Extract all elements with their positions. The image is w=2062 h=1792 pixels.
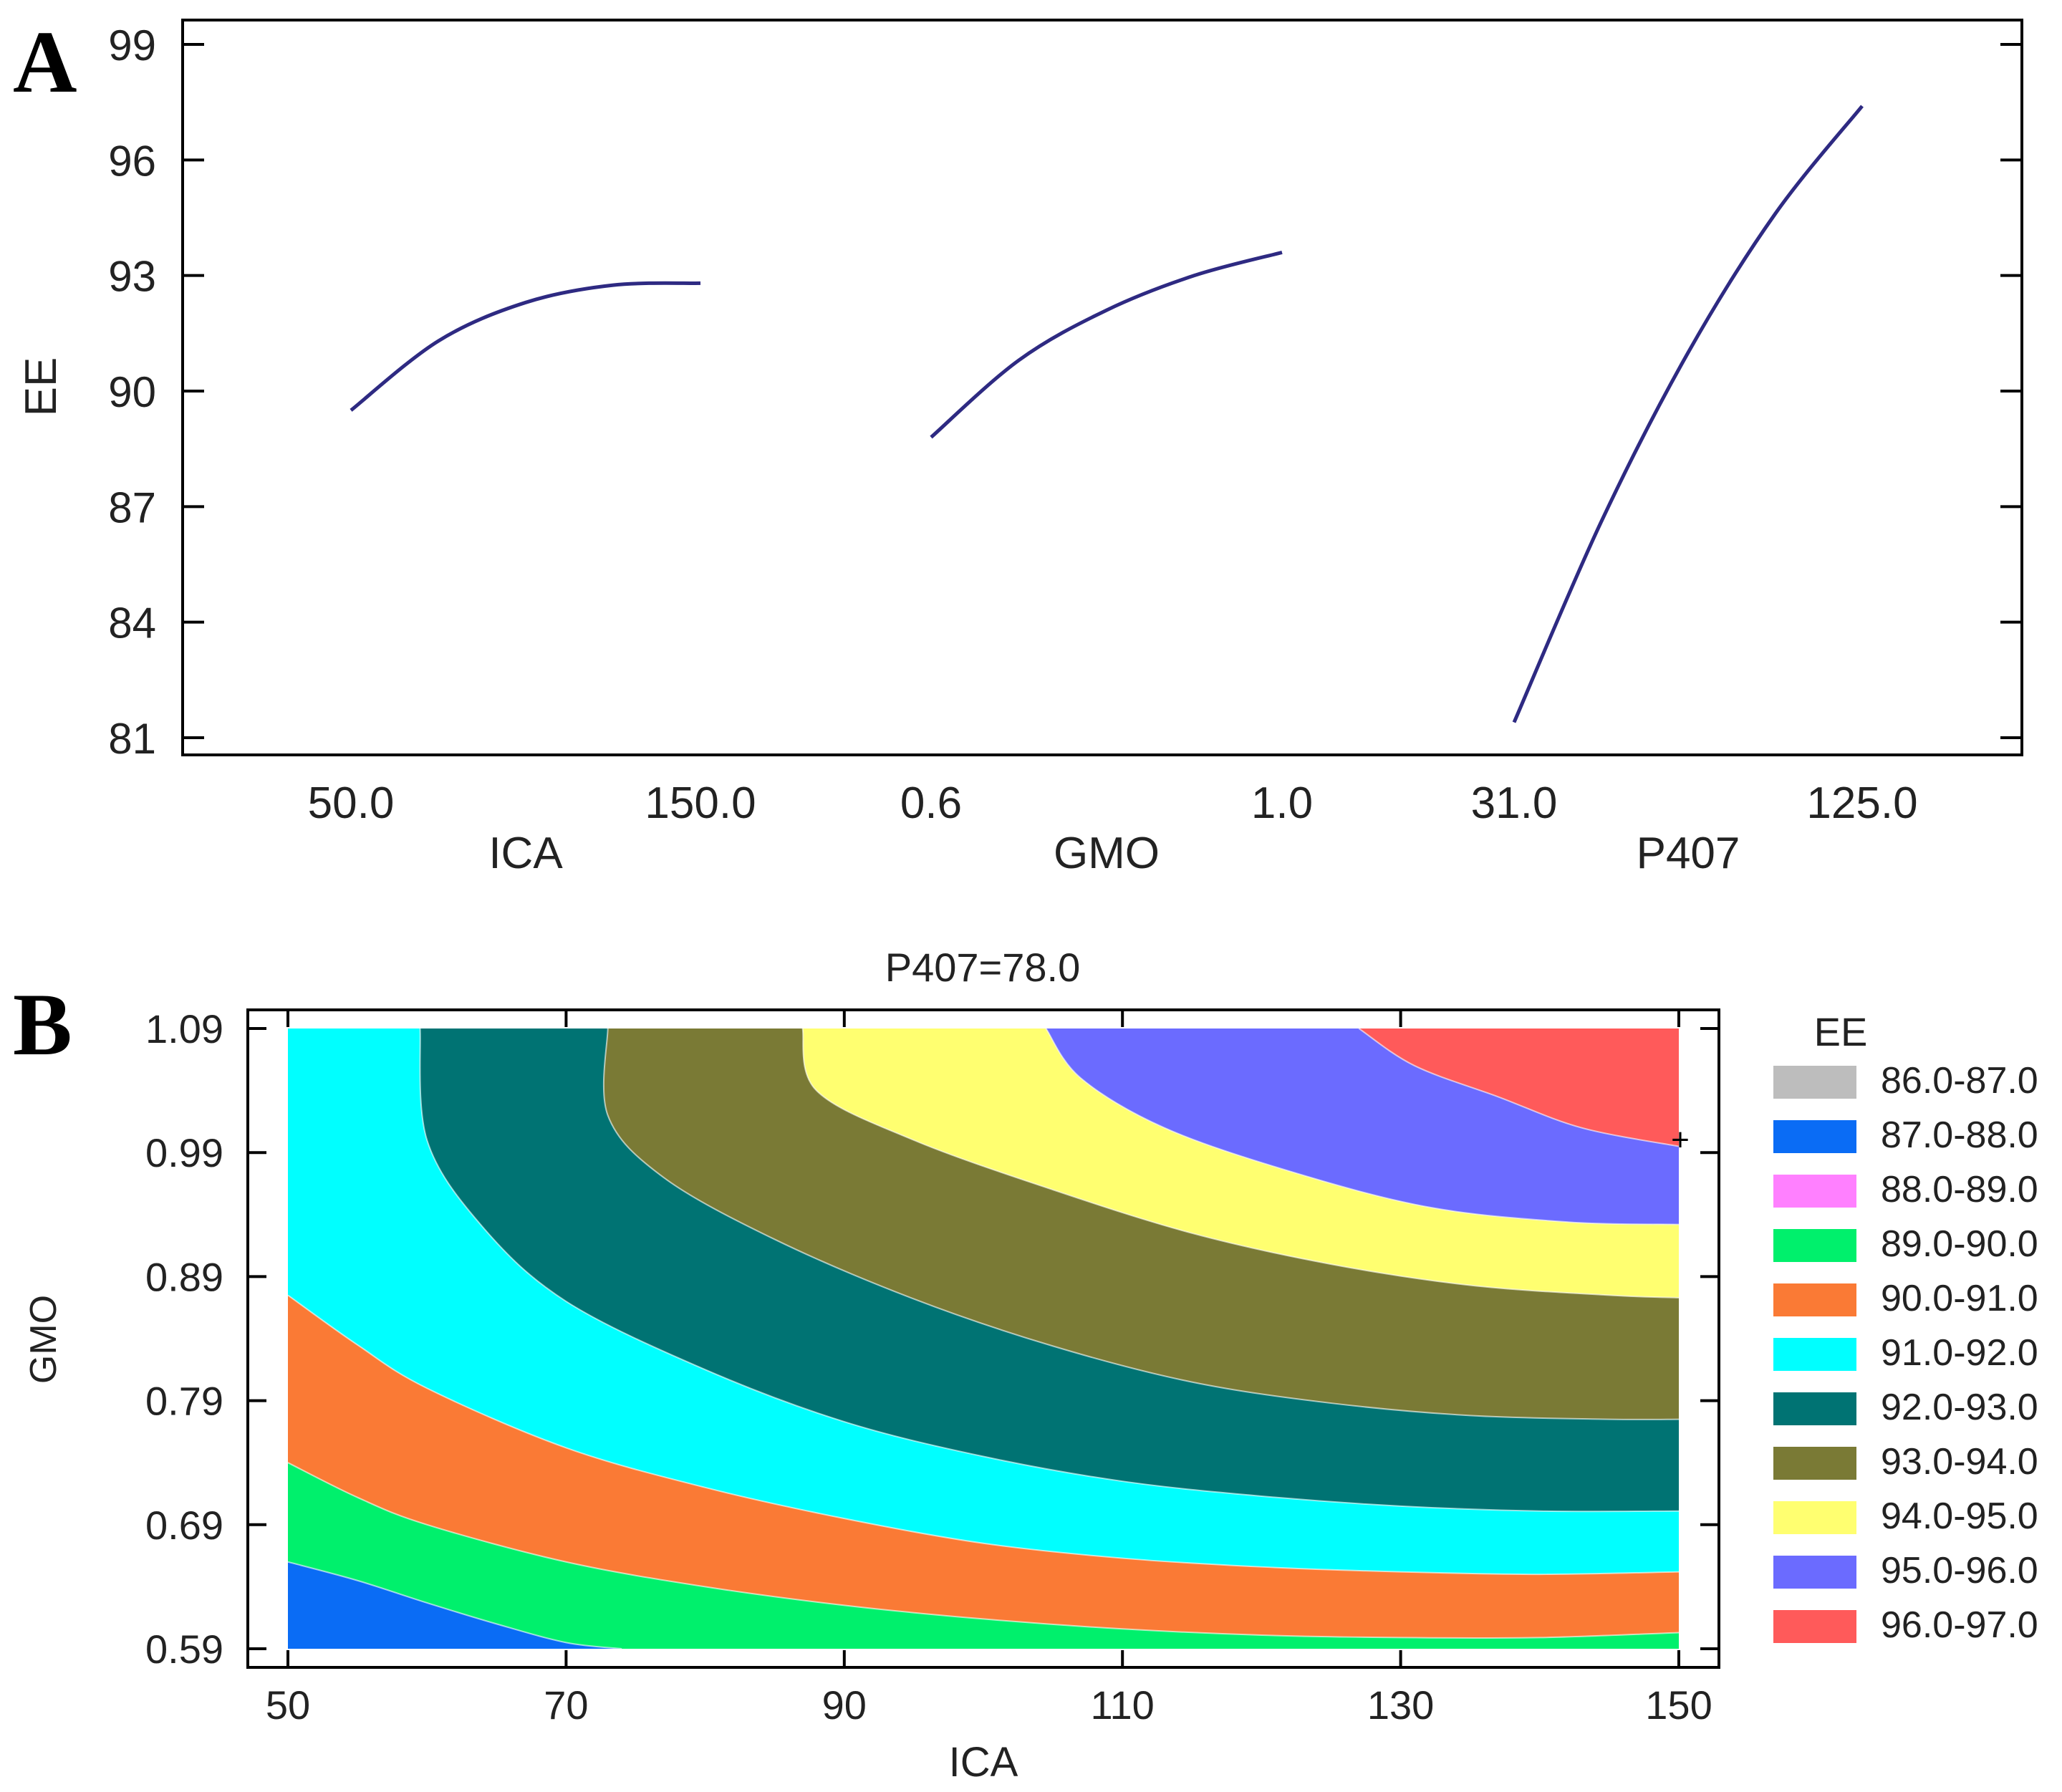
contour-xtick-label: 70 xyxy=(544,1682,588,1728)
legend-label: 88.0-89.0 xyxy=(1881,1169,2038,1210)
contour-plot-frame xyxy=(246,1008,1720,1669)
contour-ytick-label: 0.59 xyxy=(145,1627,223,1672)
legend-swatch xyxy=(1773,1175,1856,1208)
panel-b-letter: B xyxy=(13,976,72,1074)
contour-xtick-label: 90 xyxy=(822,1682,867,1728)
contour-xtick-label: 130 xyxy=(1367,1682,1434,1728)
panel-a-letter: A xyxy=(13,13,77,111)
p407-max-tick: 125.0 xyxy=(1806,779,1917,828)
legend-label: 92.0-93.0 xyxy=(1881,1387,2038,1428)
legend-label: 95.0-96.0 xyxy=(1881,1550,2038,1591)
contour-line-93 xyxy=(801,1029,1679,1299)
gmo-min-tick: 0.6 xyxy=(900,779,962,828)
panel-a-ytick-label: 90 xyxy=(108,368,156,416)
panel-a-ytick-label: 87 xyxy=(108,483,156,531)
contour-y-ticks: 0.59 0.69 0.79 0.89 0.99 1.09 xyxy=(145,1006,1719,1672)
legend-label: 94.0-95.0 xyxy=(1881,1495,2038,1537)
panel-a-ytick-label: 81 xyxy=(108,715,156,763)
contour-legend: EE 86.0-87.0 87.0-88.0 88.0-89.0 89.0-90.0 9… xyxy=(1773,1009,2038,1646)
panel-a: A 81 84 87 90 93 96 99 EE 50.0 150.0 0.6 1.0 3… xyxy=(13,13,2023,878)
p407-min-tick: 31.0 xyxy=(1471,779,1558,828)
panel-a-ytick-label: 99 xyxy=(108,21,156,69)
legend-label: 86.0-87.0 xyxy=(1881,1060,2038,1102)
gmo-max-tick: 1.0 xyxy=(1251,779,1313,828)
gmo-factor-label: GMO xyxy=(1054,829,1160,878)
p407-factor-label: P407 xyxy=(1637,829,1740,878)
legend-label: 96.0-97.0 xyxy=(1881,1604,2038,1646)
legend-swatch xyxy=(1773,1066,1856,1099)
panel-a-ytick-label: 96 xyxy=(108,137,156,185)
contour-x-ticks: 50 70 90 110 130 150 xyxy=(266,1010,1712,1728)
main-effect-curve-p407 xyxy=(1512,105,1864,723)
contour-band-95 xyxy=(288,1029,1679,1147)
contour-ytick-label: 0.99 xyxy=(145,1130,223,1175)
contour-lines xyxy=(288,1029,1679,1649)
panel-a-ytick-label: 93 xyxy=(108,253,156,301)
contour-line-95 xyxy=(1358,1029,1679,1147)
contour-line-92 xyxy=(602,1029,1679,1420)
panel-a-ytick-label: 84 xyxy=(108,599,156,647)
panel-a-y-axis-label: EE xyxy=(16,357,66,417)
legend-swatch xyxy=(1773,1338,1856,1371)
main-effect-curve-ica xyxy=(350,281,701,412)
legend-swatch xyxy=(1773,1392,1856,1425)
contour-y-axis-label: GMO xyxy=(23,1295,64,1384)
panel-b: B P407=78.0 50 70 90 110 130 150 0.59 0.69 0.79… xyxy=(13,945,2038,1786)
legend-label: 93.0-94.0 xyxy=(1881,1441,2038,1483)
contour-ytick-label: 0.79 xyxy=(145,1379,223,1424)
optimum-marker-symbol: + xyxy=(1671,1122,1690,1157)
contour-ytick-label: 1.09 xyxy=(145,1006,223,1051)
contour-title: P407=78.0 xyxy=(885,945,1080,990)
contour-band-94 xyxy=(288,1029,1679,1225)
contour-line-90 xyxy=(288,1294,1679,1576)
legend-swatch xyxy=(1773,1229,1856,1262)
contour-line-88 xyxy=(288,1561,622,1649)
ica-min-tick: 50.0 xyxy=(308,779,395,828)
panel-a-curves xyxy=(350,105,1864,723)
main-effect-curve-gmo xyxy=(930,250,1283,439)
contour-ytick-label: 0.89 xyxy=(145,1254,223,1299)
contour-line-91 xyxy=(419,1029,1679,1513)
legend-swatch xyxy=(1773,1556,1856,1589)
contour-x-axis-label: ICA xyxy=(949,1739,1018,1786)
contour-xtick-label: 110 xyxy=(1091,1682,1155,1728)
contour-xtick-label: 150 xyxy=(1645,1682,1712,1728)
legend-swatch xyxy=(1773,1120,1856,1153)
legend-label: 89.0-90.0 xyxy=(1881,1223,2038,1265)
panel-a-y-ticks: 81 84 87 90 93 96 99 xyxy=(108,21,2022,763)
panel-a-plot-frame xyxy=(181,19,2023,756)
optimum-marker: + xyxy=(1671,1122,1690,1157)
legend-swatch xyxy=(1773,1447,1856,1480)
contour-ytick-label: 0.69 xyxy=(145,1503,223,1548)
legend-swatch xyxy=(1773,1610,1856,1643)
legend-title: EE xyxy=(1814,1009,1868,1054)
legend-label: 91.0-92.0 xyxy=(1881,1332,2038,1374)
ica-max-tick: 150.0 xyxy=(645,779,756,828)
contour-line-89 xyxy=(288,1462,1679,1639)
contour-bands xyxy=(288,1029,1679,1649)
contour-line-94 xyxy=(1045,1029,1679,1225)
legend-swatch xyxy=(1773,1283,1856,1316)
legend-label: 87.0-88.0 xyxy=(1881,1114,2038,1156)
legend-swatch xyxy=(1773,1501,1856,1534)
contour-xtick-label: 50 xyxy=(266,1682,310,1728)
legend-label: 90.0-91.0 xyxy=(1881,1278,2038,1319)
ica-factor-label: ICA xyxy=(488,829,563,878)
